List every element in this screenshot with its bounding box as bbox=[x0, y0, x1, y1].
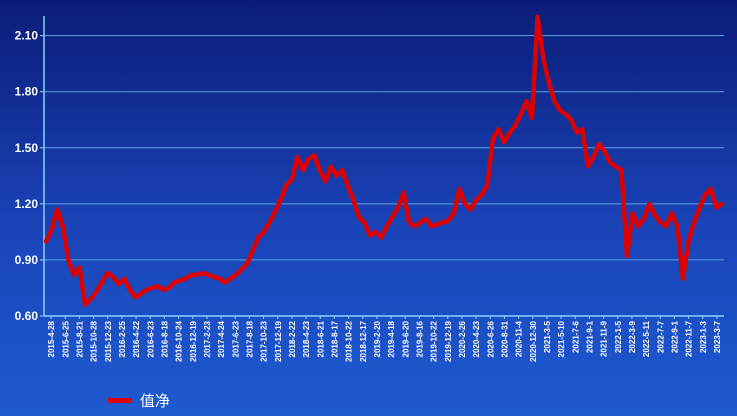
x-tick-label: 2018-12-17 bbox=[359, 320, 368, 361]
x-tick-label: 2018-10-22 bbox=[345, 320, 354, 361]
x-tick-label: 2021-9-1 bbox=[585, 320, 594, 353]
y-tick-label: 1.50 bbox=[15, 141, 39, 155]
x-tick-label: 2019-4-18 bbox=[387, 320, 396, 357]
y-tick-label: 0.90 bbox=[15, 253, 39, 267]
x-tick-label: 2015-4-28 bbox=[47, 320, 56, 357]
x-tick-label: 2017-2-23 bbox=[203, 320, 212, 357]
x-tick-label: 2022-5-11 bbox=[642, 320, 651, 357]
x-tick-label: 2022-11-7 bbox=[685, 320, 694, 357]
x-tick-label: 2022-9-1 bbox=[670, 320, 679, 353]
x-tick-label: 2020-8-31 bbox=[500, 320, 509, 357]
x-tick-label: 2016-8-18 bbox=[160, 320, 169, 357]
x-tick-label: 2019-10-22 bbox=[430, 320, 439, 361]
x-tick-label: 2017-4-24 bbox=[217, 320, 226, 357]
legend-swatch bbox=[108, 398, 132, 403]
x-tick-label: 2016-12-19 bbox=[189, 320, 198, 361]
x-tick-label: 2020-12-30 bbox=[529, 320, 538, 361]
x-tick-label: 2017-8-18 bbox=[245, 320, 254, 357]
x-tick-label: 2023-3-7 bbox=[713, 320, 722, 353]
x-tick-label: 2020-6-26 bbox=[486, 320, 495, 357]
x-tick-label: 2016-6-23 bbox=[146, 320, 155, 357]
x-tick-label: 2015-12-23 bbox=[104, 320, 113, 361]
y-tick-label: 1.20 bbox=[15, 197, 39, 211]
x-tick-label: 2021-5-10 bbox=[557, 320, 566, 357]
x-tick-label: 2020-11-4 bbox=[515, 320, 524, 357]
x-tick-label: 2021-7-6 bbox=[571, 320, 580, 353]
x-tick-label: 2021-3-5 bbox=[543, 320, 552, 353]
x-tick-label: 2019-6-20 bbox=[401, 320, 410, 357]
x-tick-label: 2018-4-23 bbox=[302, 320, 311, 357]
x-tick-label: 2015-10-28 bbox=[90, 320, 99, 361]
axes bbox=[43, 16, 724, 317]
x-tick-label: 2023-1-3 bbox=[699, 320, 708, 353]
legend: 值净 bbox=[108, 392, 170, 410]
x-tick-label: 2020-2-26 bbox=[458, 320, 467, 357]
y-tick-label: 1.80 bbox=[15, 85, 39, 99]
x-tick-label: 2022-7-7 bbox=[656, 320, 665, 353]
x-tick-label: 2015-8-21 bbox=[75, 320, 84, 357]
y-axis-ticks: 0.60 0.90 1.20 1.50 1.80 2.10 bbox=[15, 29, 44, 323]
x-tick-label: 2016-4-22 bbox=[132, 320, 141, 357]
x-tick-label: 2018-2-22 bbox=[288, 320, 297, 357]
series-group bbox=[43, 14, 725, 308]
x-tick-label: 2017-6-23 bbox=[231, 320, 240, 357]
y-tick-label: 2.10 bbox=[15, 29, 39, 43]
x-tick-label: 2017-12-19 bbox=[274, 320, 283, 361]
legend-label: 值净 bbox=[140, 392, 170, 410]
y-tick-label: 0.60 bbox=[15, 309, 39, 323]
x-tick-label: 2022-3-9 bbox=[628, 320, 637, 353]
x-tick-label: 2018-8-17 bbox=[330, 320, 339, 357]
x-tick-label: 2020-4-23 bbox=[472, 320, 481, 357]
x-tick-label: 2018-6-21 bbox=[316, 320, 325, 357]
x-tick-label: 2021-11-9 bbox=[600, 320, 609, 357]
x-tick-label: 2019-8-16 bbox=[415, 320, 424, 357]
x-axis-ticks: 2015-4-28 2015-6-25 2015-8-21 2015-10-28 201… bbox=[47, 316, 722, 362]
x-tick-label: 2017-10-23 bbox=[260, 320, 269, 361]
series-line bbox=[43, 14, 725, 308]
x-tick-label: 2015-6-25 bbox=[61, 320, 70, 357]
x-tick-label: 2016-2-25 bbox=[118, 320, 127, 357]
x-tick-label: 2019-2-20 bbox=[373, 320, 382, 357]
x-tick-label: 2019-12-19 bbox=[444, 320, 453, 361]
x-tick-label: 2016-10-24 bbox=[175, 320, 184, 361]
x-tick-label: 2022-1-5 bbox=[614, 320, 623, 353]
